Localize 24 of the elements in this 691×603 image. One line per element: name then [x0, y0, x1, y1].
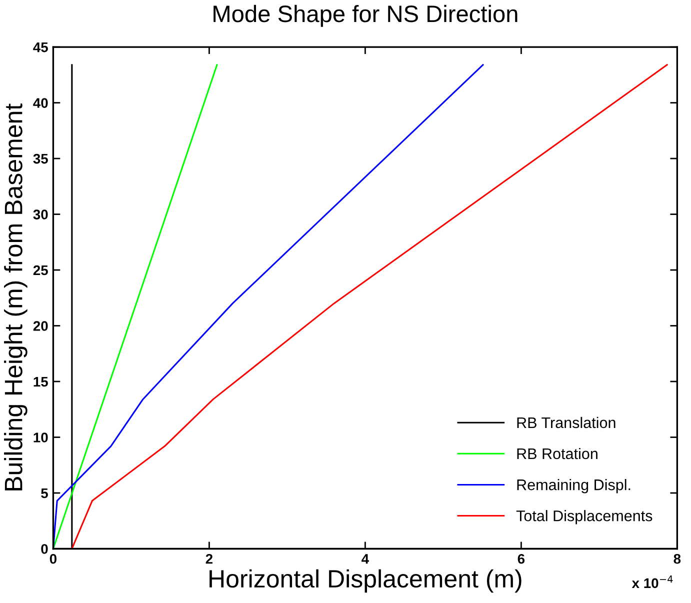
y-tick-label: 10: [34, 432, 48, 442]
legend-label: Total Displacements: [516, 510, 652, 524]
y-tick-label: 20: [33, 321, 48, 331]
x-tick-label: 4: [362, 554, 369, 564]
y-tick-label: 30: [33, 210, 48, 220]
y-tick-label: 35: [33, 154, 48, 164]
y-tick-label: 0: [41, 544, 48, 554]
legend-label: Remaining Displ.: [517, 478, 630, 494]
x-tick-label: 2: [206, 554, 213, 564]
x-axis-title: Horizontal Displacement (m): [210, 569, 522, 593]
x-tick-label: 8: [674, 554, 681, 564]
x-tick-label: 0: [50, 554, 56, 564]
x-tick-label: 6: [518, 554, 525, 564]
y-tick-label: 25: [33, 265, 48, 276]
legend-label: RB Rotation: [517, 448, 598, 460]
y-tick-label: 5: [41, 488, 48, 498]
y-tick-label: 15: [34, 376, 48, 387]
chart-title: Mode Shape for NS Direction: [214, 4, 518, 27]
text: x 10$^{−4}$: [632, 576, 673, 588]
line-series: [71, 64, 668, 549]
legend-label: RB Translation: [517, 416, 616, 428]
y-tick-label: 40: [33, 98, 48, 108]
y-tick-label: 45: [33, 42, 48, 52]
y-axis-title: Building Height (m) from Basement: [4, 104, 28, 490]
